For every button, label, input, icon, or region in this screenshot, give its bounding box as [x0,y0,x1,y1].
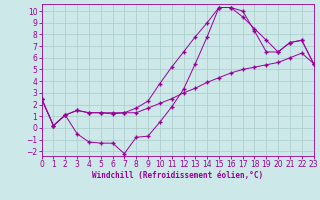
X-axis label: Windchill (Refroidissement éolien,°C): Windchill (Refroidissement éolien,°C) [92,171,263,180]
